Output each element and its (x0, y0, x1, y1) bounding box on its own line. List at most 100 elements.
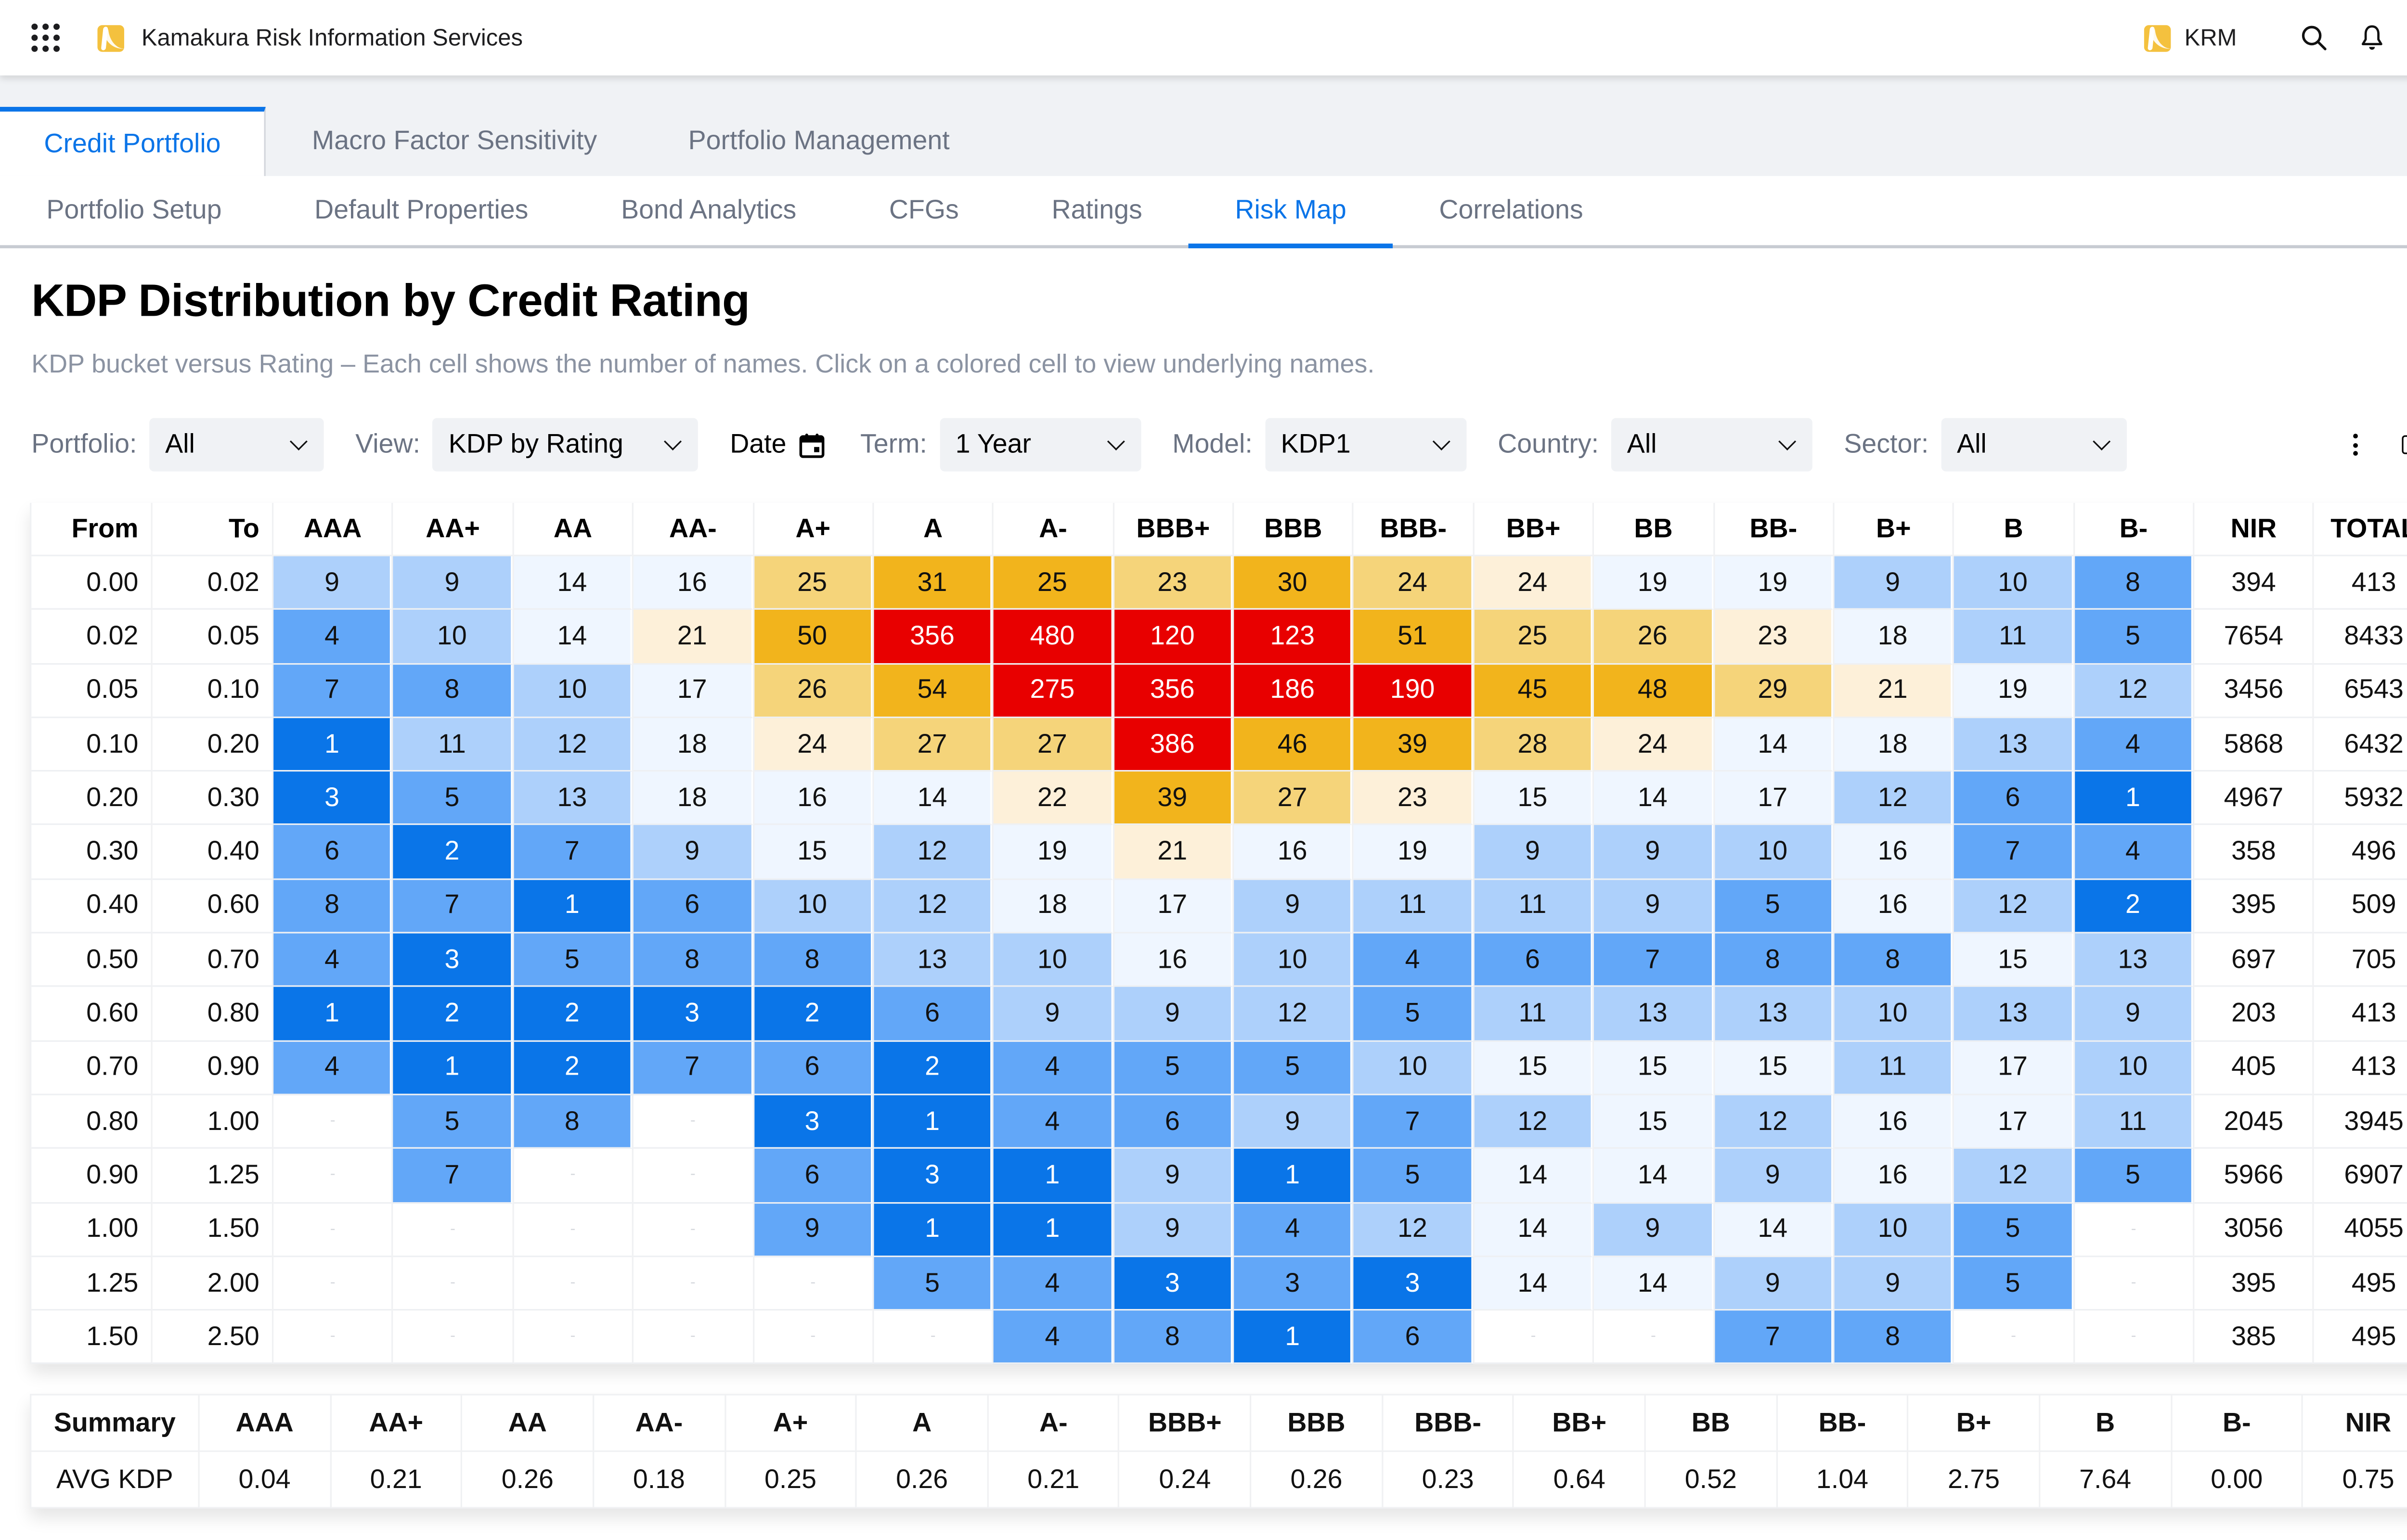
grid-cell[interactable]: 9 (1834, 1257, 1953, 1311)
grid-cell[interactable]: 10 (1714, 825, 1833, 880)
grid-cell[interactable]: 17 (1714, 771, 1833, 826)
grid-cell[interactable]: 12 (874, 879, 993, 934)
grid-cell[interactable]: 18 (994, 879, 1113, 934)
grid-cell[interactable]: 1 (273, 718, 392, 772)
grid-cell[interactable]: 8 (393, 664, 512, 718)
column-header-rating[interactable]: B (1954, 502, 2073, 556)
grid-cell[interactable]: 5 (2074, 610, 2193, 664)
grid-cell[interactable]: 16 (1113, 933, 1232, 988)
grid-cell[interactable]: 4 (273, 610, 392, 664)
grid-cell[interactable]: 8 (1834, 933, 1953, 988)
column-header-rating[interactable]: A- (994, 502, 1113, 556)
grid-cell[interactable]: 14 (513, 610, 633, 664)
grid-cell[interactable]: 1 (994, 1203, 1113, 1257)
grid-cell[interactable]: 7 (393, 1149, 512, 1203)
grid-cell[interactable]: 12 (1234, 987, 1353, 1041)
grid-cell[interactable]: 1 (1234, 1310, 1353, 1365)
grid-cell[interactable]: 14 (1594, 771, 1713, 826)
grid-cell[interactable]: 25 (994, 556, 1113, 610)
grid-cell[interactable]: 4 (273, 1041, 392, 1095)
column-header-rating[interactable]: BBB (1234, 502, 1353, 556)
column-header-rating[interactable]: A (874, 502, 993, 556)
grid-cell[interactable]: 30 (1234, 556, 1353, 610)
grid-cell[interactable]: 16 (1234, 825, 1353, 880)
grid-cell[interactable]: 6 (1113, 1095, 1232, 1149)
grid-cell[interactable]: 9 (273, 556, 392, 610)
grid-cell[interactable]: 18 (1834, 718, 1953, 772)
grid-cell[interactable]: 11 (1474, 879, 1593, 934)
bell-icon[interactable] (2356, 22, 2388, 53)
grid-cell[interactable]: 7 (1594, 933, 1713, 988)
column-header-rating[interactable]: B+ (1834, 502, 1953, 556)
grid-cell[interactable]: 18 (634, 771, 752, 826)
grid-cell[interactable]: 1 (874, 1095, 993, 1149)
tab-portfolio-management[interactable]: Portfolio Management (688, 126, 950, 156)
grid-cell[interactable]: 10 (1834, 1203, 1953, 1257)
grid-cell[interactable]: 10 (393, 610, 512, 664)
grid-cell[interactable]: 19 (1354, 825, 1473, 880)
grid-cell[interactable]: 18 (634, 718, 752, 772)
grid-cell[interactable]: 5 (1354, 987, 1473, 1041)
tab-portfolio-setup[interactable]: Portfolio Setup (46, 194, 222, 225)
grid-cell[interactable]: 4 (2074, 825, 2193, 880)
grid-cell[interactable]: 9 (1714, 1149, 1833, 1203)
grid-cell[interactable]: 23 (1714, 610, 1833, 664)
grid-cell[interactable]: 6 (753, 1149, 872, 1203)
grid-cell[interactable]: 5 (1954, 1257, 2073, 1311)
model-select[interactable]: KDP1 (1265, 418, 1466, 472)
tab-ratings[interactable]: Ratings (1051, 194, 1142, 225)
grid-cell[interactable]: 19 (1714, 556, 1833, 610)
grid-cell[interactable]: 190 (1354, 664, 1473, 718)
grid-cell[interactable]: 26 (1594, 610, 1713, 664)
grid-cell[interactable]: 24 (1594, 718, 1713, 772)
grid-cell[interactable]: 13 (2074, 933, 2193, 988)
grid-cell[interactable]: 9 (1594, 879, 1713, 934)
grid-cell[interactable]: 4 (1234, 1203, 1353, 1257)
tab-correlations[interactable]: Correlations (1439, 194, 1583, 225)
brand-short-label[interactable]: KRM (2184, 24, 2237, 51)
grid-cell[interactable]: 8 (634, 933, 752, 988)
grid-cell[interactable]: 2 (393, 987, 512, 1041)
grid-cell[interactable]: 1 (513, 879, 633, 934)
grid-cell[interactable]: 3 (1234, 1257, 1353, 1311)
grid-cell[interactable]: 14 (1714, 718, 1833, 772)
grid-cell[interactable]: 4 (994, 1095, 1113, 1149)
grid-cell[interactable]: 480 (994, 610, 1113, 664)
view-select[interactable]: KDP by Rating (433, 418, 699, 472)
grid-cell[interactable]: 16 (1834, 879, 1953, 934)
grid-cell[interactable]: 4 (994, 1041, 1113, 1095)
grid-cell[interactable]: 28 (1474, 718, 1593, 772)
grid-cell[interactable]: 8 (1113, 1310, 1232, 1365)
grid-cell[interactable]: 1 (1234, 1149, 1353, 1203)
grid-cell[interactable]: 12 (1354, 1203, 1473, 1257)
column-header-rating[interactable]: AAA (273, 502, 392, 556)
grid-cell[interactable]: 23 (1113, 556, 1232, 610)
grid-cell[interactable]: 6 (634, 879, 752, 934)
grid-cell[interactable]: 12 (874, 825, 993, 880)
grid-cell[interactable]: 8 (273, 879, 392, 934)
grid-cell[interactable]: 13 (874, 933, 993, 988)
grid-cell[interactable]: 5 (1954, 1203, 2073, 1257)
grid-cell[interactable]: 10 (994, 933, 1113, 988)
column-header-rating[interactable]: BBB- (1354, 502, 1473, 556)
grid-cell[interactable]: 5 (393, 1095, 512, 1149)
grid-cell[interactable]: 9 (1234, 1095, 1353, 1149)
grid-cell[interactable]: 11 (1354, 879, 1473, 934)
grid-cell[interactable]: 12 (1474, 1095, 1593, 1149)
grid-cell[interactable]: 1 (393, 1041, 512, 1095)
grid-cell[interactable]: 12 (1714, 1095, 1833, 1149)
grid-cell[interactable]: 11 (2074, 1095, 2193, 1149)
tab-cfgs[interactable]: CFGs (889, 194, 959, 225)
grid-cell[interactable]: 10 (1234, 933, 1353, 988)
grid-cell[interactable]: 9 (634, 825, 752, 880)
grid-cell[interactable]: 5 (1354, 1149, 1473, 1203)
grid-cell[interactable]: 8 (2074, 556, 2193, 610)
sector-select[interactable]: All (1941, 418, 2127, 472)
grid-cell[interactable]: 13 (1954, 718, 2073, 772)
tab-default-properties[interactable]: Default Properties (314, 194, 529, 225)
grid-cell[interactable]: 51 (1354, 610, 1473, 664)
grid-cell[interactable]: 9 (1594, 825, 1713, 880)
grid-cell[interactable]: 9 (994, 987, 1113, 1041)
grid-cell[interactable]: 21 (634, 610, 752, 664)
grid-cell[interactable]: 16 (1834, 1095, 1953, 1149)
